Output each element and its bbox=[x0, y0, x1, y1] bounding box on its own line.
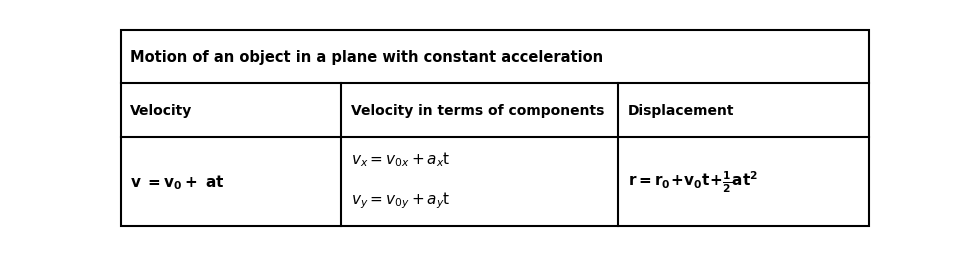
Text: Displacement: Displacement bbox=[627, 103, 734, 117]
Text: Motion of an object in a plane with constant acceleration: Motion of an object in a plane with cons… bbox=[130, 50, 603, 64]
Text: $v_y = v_{0y} + a_y\mathregular{t}$: $v_y = v_{0y} + a_y\mathregular{t}$ bbox=[351, 190, 451, 210]
Text: $v_x = v_{0x} + a_x\mathregular{t}$: $v_x = v_{0x} + a_x\mathregular{t}$ bbox=[351, 150, 451, 168]
Text: Velocity: Velocity bbox=[130, 103, 193, 117]
Text: $\bf{v}$ $\bf{= v_0+}$ $\bf{at}$: $\bf{v}$ $\bf{= v_0+}$ $\bf{at}$ bbox=[130, 172, 225, 191]
Text: $\bf{r = r_0\!+\! v_0t\!+\! }$$\bf{\frac{1}{2}}$$\bf{ at^2}$: $\bf{r = r_0\!+\! v_0t\!+\! }$$\bf{\frac… bbox=[627, 169, 758, 194]
Text: Velocity in terms of components: Velocity in terms of components bbox=[351, 103, 604, 117]
